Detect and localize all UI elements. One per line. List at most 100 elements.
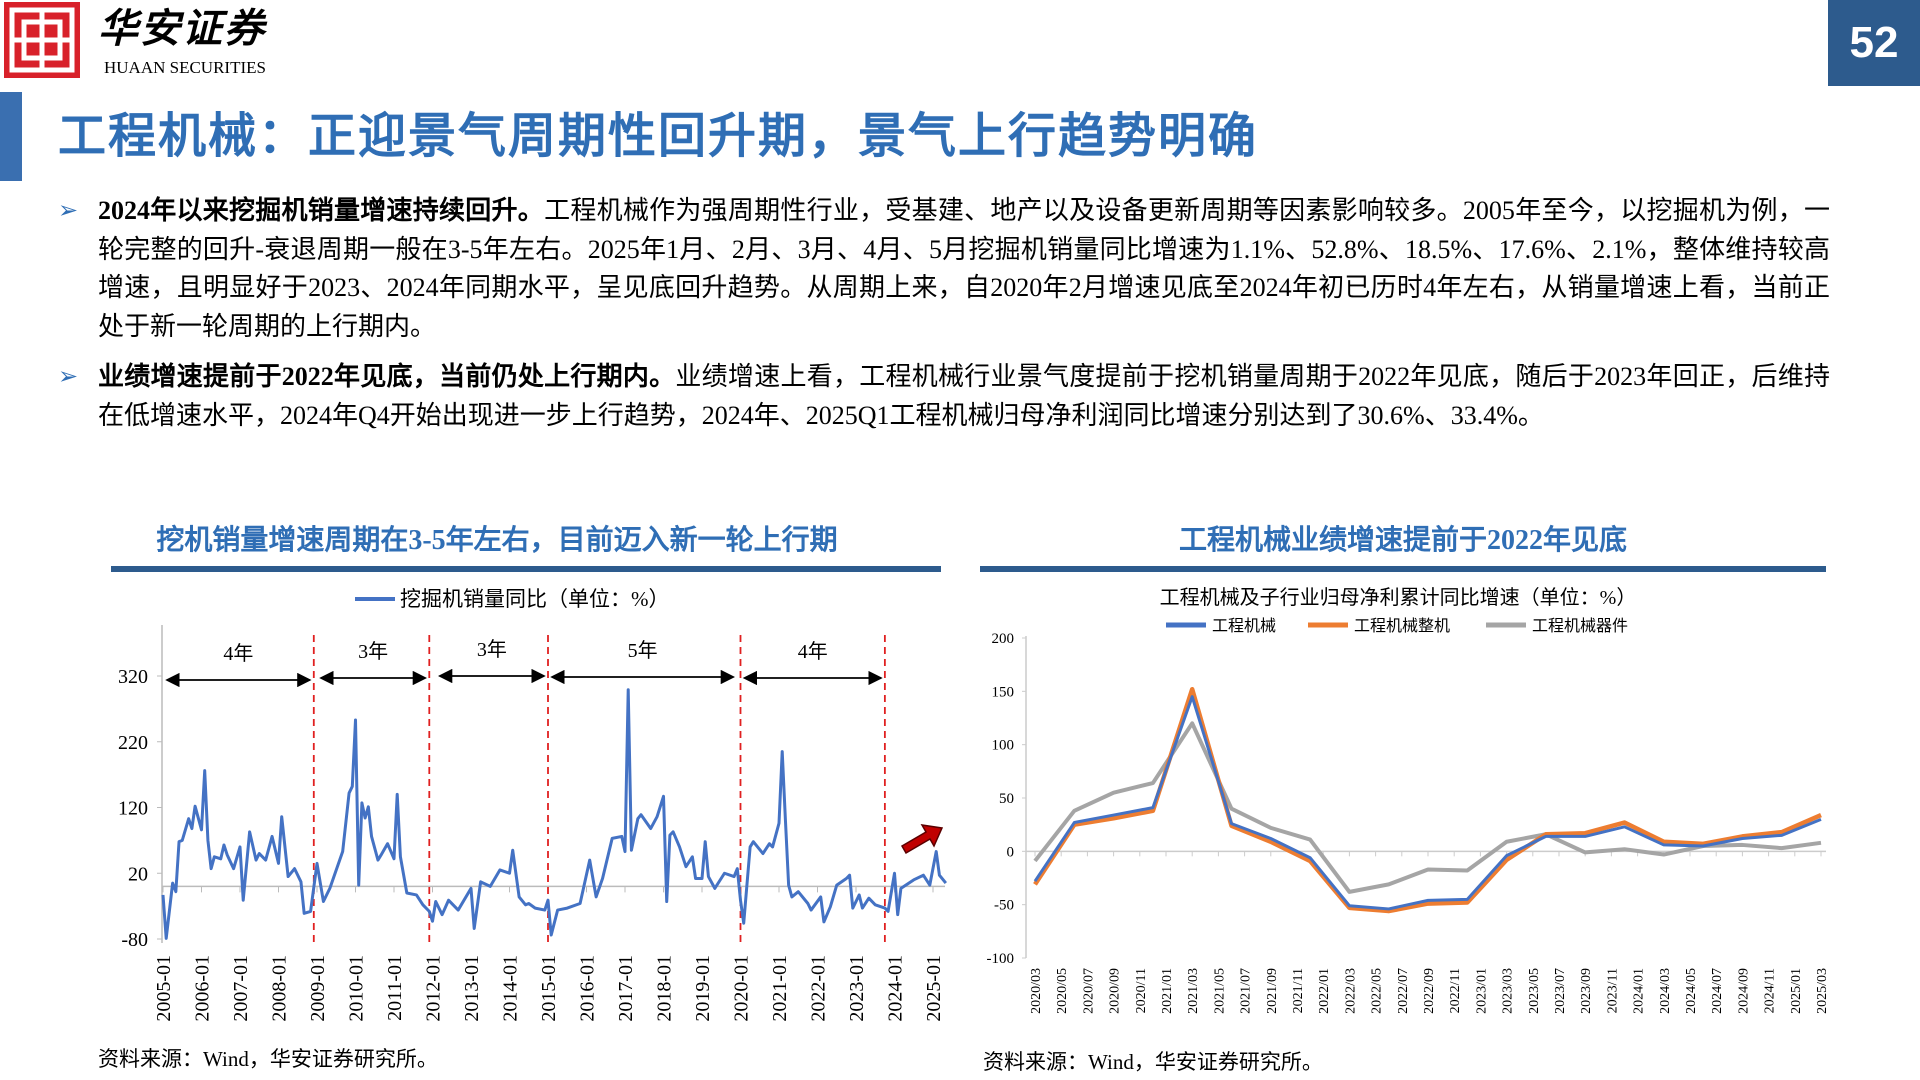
page-title: 工程机械：正迎景气周期性回升期，景气上行趋势明确 bbox=[58, 110, 1259, 163]
bullet-paragraph-1: 2024年以来挖掘机销量增速持续回升。工程机械作为强周期性行业，受基建、地产以及… bbox=[98, 192, 1830, 346]
y-tick-label: 50 bbox=[999, 791, 1014, 807]
x-tick-label: 2021/09 bbox=[1265, 968, 1280, 1014]
x-tick-label: 2024/11 bbox=[1763, 968, 1778, 1013]
x-tick-label: 2008-01 bbox=[269, 955, 291, 1022]
bullet-item: ➢ 2024年以来挖掘机销量增速持续回升。工程机械作为强周期性行业，受基建、地产… bbox=[58, 192, 1830, 346]
x-tick-label: 2022/01 bbox=[1317, 968, 1332, 1014]
x-tick-label: 2010-01 bbox=[346, 955, 368, 1022]
x-tick-label: 2024-01 bbox=[885, 955, 907, 1022]
x-tick-label: 2006-01 bbox=[192, 955, 214, 1022]
x-tick-label: 2011-01 bbox=[384, 955, 406, 1021]
x-tick-label: 2023/05 bbox=[1527, 968, 1542, 1014]
x-tick-label: 2024/05 bbox=[1684, 968, 1699, 1014]
x-tick-label: 2021/11 bbox=[1291, 968, 1306, 1013]
cycle-label: 3年 bbox=[477, 638, 507, 661]
x-tick-label: 2023/03 bbox=[1501, 968, 1516, 1014]
bullet-list: ➢ 2024年以来挖掘机销量增速持续回升。工程机械作为强周期性行业，受基建、地产… bbox=[58, 192, 1830, 436]
bullet-body: 业绩增速上看，工程机械行业景气度提前于挖机销量周期于2022年见底，随后于202… bbox=[98, 362, 1830, 430]
left-source-note: 资料来源：Wind，华安证券研究所。 bbox=[98, 1047, 438, 1071]
logo-text-en: HUAAN SECURITIES bbox=[104, 58, 266, 77]
y-tick-label: -80 bbox=[121, 929, 148, 951]
legend-label: 工程机械器件 bbox=[1532, 617, 1628, 635]
logo-icon bbox=[9, 7, 75, 73]
right-chart-heading: 工程机械业绩增速提前于2022年见底 bbox=[1178, 525, 1628, 556]
y-tick-label: 150 bbox=[992, 684, 1015, 700]
x-tick-label: 2024/07 bbox=[1710, 968, 1725, 1014]
x-tick-label: 2022/07 bbox=[1396, 968, 1411, 1014]
x-tick-label: 2023/01 bbox=[1474, 968, 1489, 1014]
excavator-sales-line bbox=[161, 688, 947, 940]
x-tick-label: 2020-01 bbox=[731, 955, 753, 1022]
logo-text-cn: 华安证券 bbox=[98, 6, 266, 51]
x-tick-label: 2009-01 bbox=[307, 955, 329, 1022]
legend-label: 工程机械整机 bbox=[1354, 617, 1450, 635]
right-source-note: 资料来源：Wind，华安证券研究所。 bbox=[983, 1050, 1323, 1074]
cycle-label: 4年 bbox=[223, 642, 253, 665]
x-tick-label: 2016-01 bbox=[577, 955, 599, 1022]
bullet-arrow-icon: ➢ bbox=[58, 198, 79, 224]
cycle-label: 3年 bbox=[358, 640, 388, 663]
y-tick-label: 120 bbox=[118, 798, 148, 820]
x-tick-label: 2022/11 bbox=[1448, 968, 1463, 1013]
x-tick-label: 2023-01 bbox=[846, 955, 868, 1022]
legend-label: 工程机械 bbox=[1212, 617, 1276, 635]
x-tick-label: 2021-01 bbox=[769, 955, 791, 1022]
x-tick-label: 2005-01 bbox=[153, 955, 175, 1022]
x-tick-label: 2024/01 bbox=[1632, 968, 1647, 1014]
x-tick-label: 2022/09 bbox=[1422, 968, 1437, 1014]
bullet-paragraph-2: 业绩增速提前于2022年见底，当前仍处上行期内。业绩增速上看，工程机械行业景气度… bbox=[98, 358, 1830, 435]
x-tick-label: 2020/09 bbox=[1108, 968, 1123, 1014]
x-tick-label: 2021/07 bbox=[1239, 968, 1254, 1014]
x-tick-label: 2023/09 bbox=[1579, 968, 1594, 1014]
y-tick-label: 0 bbox=[1007, 844, 1015, 860]
x-tick-label: 2017-01 bbox=[615, 955, 637, 1022]
title-accent-bar bbox=[0, 92, 22, 181]
page-number: 52 bbox=[1828, 0, 1920, 86]
x-tick-label: 2021/01 bbox=[1160, 968, 1175, 1014]
left-chart-heading: 挖机销量增速周期在3-5年左右，目前迈入新一轮上行期 bbox=[156, 525, 838, 556]
y-tick-label: 200 bbox=[992, 631, 1015, 647]
y-tick-label: 100 bbox=[992, 738, 1015, 754]
x-tick-label: 2014-01 bbox=[500, 955, 522, 1022]
series-line-1 bbox=[1033, 686, 1822, 914]
x-tick-label: 2018-01 bbox=[654, 955, 676, 1022]
left-heading-underline bbox=[111, 566, 941, 572]
x-tick-label: 2024/03 bbox=[1658, 968, 1673, 1014]
cycle-label: 5年 bbox=[628, 639, 658, 662]
x-tick-label: 2023/07 bbox=[1553, 968, 1568, 1014]
bullet-lead: 业绩增速提前于2022年见底，当前仍处上行期内。 bbox=[98, 362, 676, 392]
y-tick-label: -50 bbox=[994, 898, 1014, 914]
y-tick-label: 320 bbox=[118, 666, 148, 688]
y-tick-label: 220 bbox=[118, 732, 148, 754]
x-tick-label: 2025/03 bbox=[1815, 968, 1830, 1014]
legend-label: 挖掘机销量同比（单位：%） bbox=[400, 587, 670, 611]
x-tick-label: 2023/11 bbox=[1605, 968, 1620, 1013]
x-tick-label: 2020/05 bbox=[1055, 968, 1070, 1014]
x-tick-label: 2012-01 bbox=[423, 955, 445, 1022]
x-tick-label: 2020/07 bbox=[1081, 968, 1096, 1014]
x-tick-label: 2025/01 bbox=[1789, 968, 1804, 1014]
bullet-item: ➢ 业绩增速提前于2022年见底，当前仍处上行期内。业绩增速上看，工程机械行业景… bbox=[58, 358, 1830, 435]
x-tick-label: 2019-01 bbox=[692, 955, 714, 1022]
x-tick-label: 2015-01 bbox=[538, 955, 560, 1022]
x-tick-label: 2024/09 bbox=[1736, 968, 1751, 1014]
logo-mark bbox=[4, 2, 80, 78]
bullet-body: 工程机械作为强周期性行业，受基建、地产以及设备更新周期等因素影响较多。2005年… bbox=[98, 196, 1830, 341]
bullet-lead: 2024年以来挖掘机销量增速持续回升。 bbox=[98, 196, 545, 225]
y-tick-label: -100 bbox=[987, 951, 1015, 967]
x-tick-label: 2013-01 bbox=[461, 955, 483, 1022]
chart-title: 工程机械及子行业归母净利累计同比增速（单位：%） bbox=[1160, 586, 1637, 609]
x-tick-label: 2022/05 bbox=[1370, 968, 1385, 1014]
trend-up-arrow-icon bbox=[900, 824, 944, 855]
x-tick-label: 2021/03 bbox=[1186, 968, 1201, 1014]
x-tick-label: 2022-01 bbox=[808, 955, 830, 1022]
x-tick-label: 2021/05 bbox=[1212, 968, 1227, 1014]
right-heading-underline bbox=[980, 566, 1826, 572]
y-tick-label: 20 bbox=[128, 863, 148, 885]
cycle-label: 4年 bbox=[798, 640, 828, 663]
x-tick-label: 2007-01 bbox=[230, 955, 252, 1022]
x-tick-label: 2020/03 bbox=[1029, 968, 1044, 1014]
x-tick-label: 2022/03 bbox=[1343, 968, 1358, 1014]
